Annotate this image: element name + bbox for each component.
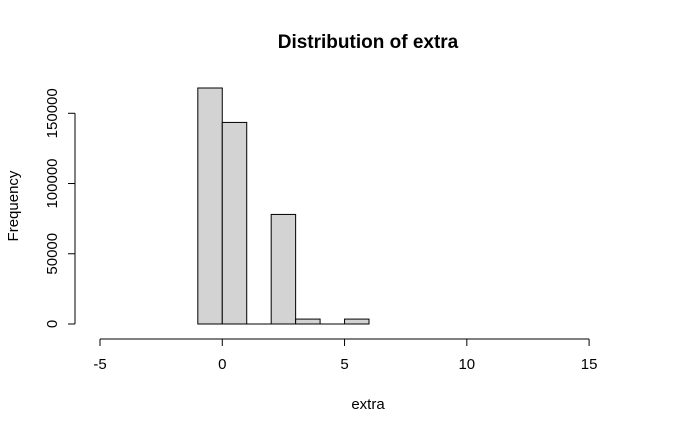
x-tick-label: 15 [581,356,598,373]
histogram-bar [197,87,223,325]
x-tick-label: 0 [218,356,226,373]
histogram-bar [344,318,370,325]
x-tick-label: -5 [93,356,106,373]
histogram-bar [295,318,321,325]
y-tick-label: 50000 [44,233,61,275]
chart-title: Distribution of extra [278,32,459,53]
y-axis-label: Frequency [5,170,22,241]
x-tick-label: 10 [458,356,475,373]
x-axis-ticks: -5 0 5 10 15 [93,339,597,373]
y-axis-ticks: 0 50000 100000 150000 [44,88,75,328]
histogram-bar [221,121,248,325]
histogram-bar [270,213,297,325]
y-tick-label: 100000 [44,158,61,208]
y-tick-label: 150000 [44,88,61,138]
x-tick-label: 5 [340,356,348,373]
y-tick-label: 0 [44,320,61,328]
x-axis-label: extra [351,396,385,413]
bars-group [197,87,370,325]
